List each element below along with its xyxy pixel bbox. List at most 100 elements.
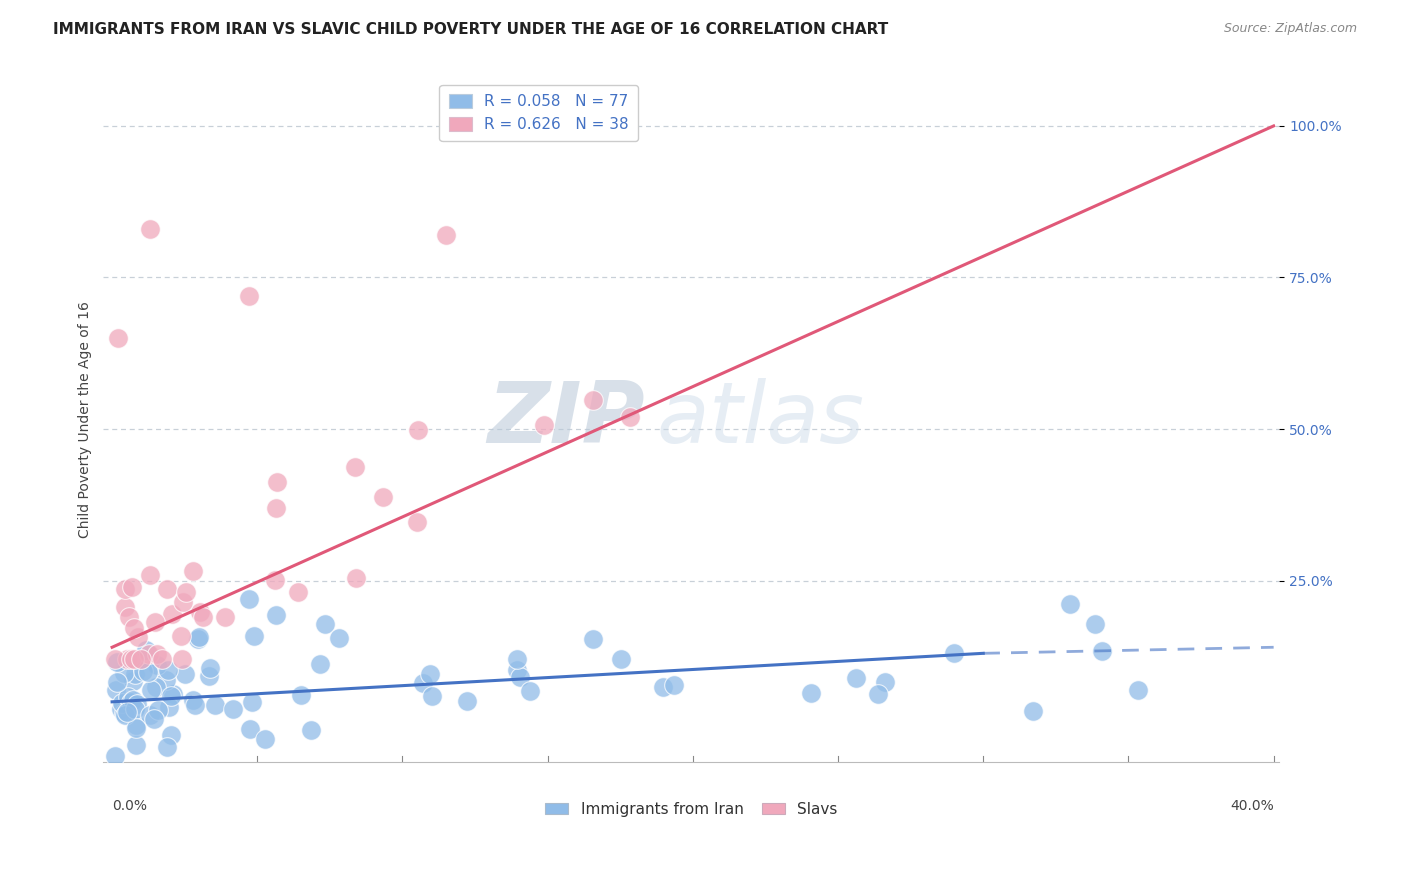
Point: [155, 673, 177, 687]
Point: [200, 661, 222, 675]
Point: [509, 670, 531, 684]
Point: [110, 702, 132, 716]
Point: [287, 585, 309, 599]
Point: [299, 723, 322, 737]
Point: [582, 393, 605, 408]
Point: [156, 582, 179, 597]
Point: [533, 417, 555, 432]
Point: [519, 684, 541, 698]
Point: [120, 695, 142, 709]
Point: [1090, 644, 1112, 658]
Text: 0.0%: 0.0%: [112, 799, 148, 814]
Point: [181, 564, 204, 578]
Point: [132, 664, 155, 678]
Point: [111, 696, 134, 710]
Point: [135, 643, 157, 657]
Point: [112, 706, 135, 720]
Point: [156, 663, 179, 677]
Point: [121, 580, 143, 594]
Point: [143, 615, 166, 629]
Point: [122, 621, 145, 635]
Point: [204, 698, 226, 712]
Point: [115, 705, 138, 719]
Point: [156, 740, 179, 755]
Point: [240, 695, 263, 709]
Point: [170, 652, 193, 666]
Text: 40.0%: 40.0%: [1230, 799, 1274, 814]
Point: [434, 228, 457, 243]
Point: [160, 607, 183, 621]
Point: [112, 665, 135, 680]
Point: [145, 657, 167, 672]
Point: [422, 689, 444, 703]
Point: [138, 647, 160, 661]
Point: [148, 703, 170, 717]
Point: [118, 610, 141, 624]
Point: [344, 459, 367, 474]
Point: [652, 680, 675, 694]
Point: [114, 708, 136, 723]
Point: [160, 689, 183, 703]
Point: [419, 667, 441, 681]
Point: [506, 651, 529, 665]
Point: [173, 667, 195, 681]
Point: [242, 628, 264, 642]
Text: atlas: atlas: [657, 378, 865, 461]
Point: [138, 708, 160, 723]
Point: [122, 674, 145, 689]
Point: [314, 617, 336, 632]
Point: [264, 573, 287, 587]
Point: [942, 646, 965, 660]
Point: [582, 632, 605, 647]
Point: [146, 648, 169, 662]
Point: [125, 738, 148, 752]
Text: Source: ZipAtlas.com: Source: ZipAtlas.com: [1223, 22, 1357, 36]
Point: [214, 610, 236, 624]
Point: [117, 690, 139, 704]
Text: ZIP: ZIP: [486, 378, 644, 461]
Point: [104, 749, 127, 764]
Point: [122, 652, 145, 666]
Point: [609, 651, 631, 665]
Point: [188, 631, 211, 645]
Point: [266, 501, 288, 516]
Point: [222, 702, 245, 716]
Point: [309, 657, 332, 672]
Point: [181, 692, 204, 706]
Point: [139, 682, 162, 697]
Point: [127, 698, 149, 712]
Point: [198, 669, 221, 683]
Point: [139, 568, 162, 582]
Point: [150, 652, 173, 666]
Point: [157, 700, 180, 714]
Point: [845, 671, 868, 685]
Point: [104, 652, 127, 666]
Point: [873, 674, 896, 689]
Point: [136, 665, 159, 679]
Point: [172, 595, 194, 609]
Point: [124, 666, 146, 681]
Point: [114, 582, 136, 596]
Point: [406, 423, 429, 437]
Text: IMMIGRANTS FROM IRAN VS SLAVIC CHILD POVERTY UNDER THE AGE OF 16 CORRELATION CHA: IMMIGRANTS FROM IRAN VS SLAVIC CHILD POV…: [53, 22, 889, 37]
Point: [127, 630, 149, 644]
Point: [662, 678, 685, 692]
Point: [193, 610, 215, 624]
Point: [266, 608, 288, 623]
Point: [1084, 616, 1107, 631]
Point: [253, 732, 276, 747]
Y-axis label: Child Poverty Under the Age of 16: Child Poverty Under the Age of 16: [79, 301, 93, 539]
Point: [107, 675, 129, 690]
Point: [115, 652, 138, 666]
Point: [184, 698, 207, 712]
Point: [619, 410, 641, 425]
Point: [174, 584, 197, 599]
Point: [124, 717, 146, 731]
Point: [239, 722, 262, 736]
Point: [162, 687, 184, 701]
Point: [371, 491, 394, 505]
Point: [107, 331, 129, 345]
Point: [1059, 597, 1081, 611]
Point: [125, 721, 148, 735]
Point: [406, 515, 429, 529]
